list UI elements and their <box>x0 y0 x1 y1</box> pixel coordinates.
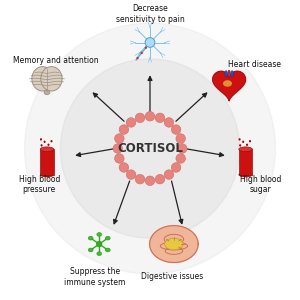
Ellipse shape <box>32 67 53 91</box>
Circle shape <box>145 46 147 49</box>
Text: Heart disease: Heart disease <box>228 60 280 69</box>
Circle shape <box>140 52 143 54</box>
Ellipse shape <box>239 172 252 177</box>
Ellipse shape <box>40 138 42 141</box>
Ellipse shape <box>40 172 54 177</box>
Circle shape <box>145 38 155 47</box>
Circle shape <box>126 170 136 179</box>
Ellipse shape <box>239 147 252 152</box>
Ellipse shape <box>88 248 93 252</box>
Circle shape <box>119 125 129 134</box>
Polygon shape <box>150 226 198 262</box>
Circle shape <box>119 163 129 172</box>
FancyBboxPatch shape <box>40 149 54 175</box>
Ellipse shape <box>225 71 227 76</box>
Circle shape <box>155 174 165 184</box>
Ellipse shape <box>88 236 93 240</box>
Ellipse shape <box>40 144 43 147</box>
Circle shape <box>145 176 155 185</box>
Ellipse shape <box>105 248 110 252</box>
Circle shape <box>136 57 139 59</box>
Ellipse shape <box>242 141 244 143</box>
Ellipse shape <box>50 140 52 142</box>
Ellipse shape <box>228 70 230 75</box>
Circle shape <box>115 134 124 143</box>
Ellipse shape <box>231 71 233 76</box>
Ellipse shape <box>97 252 102 256</box>
Circle shape <box>135 174 145 184</box>
Ellipse shape <box>249 140 251 142</box>
Ellipse shape <box>238 138 241 141</box>
Ellipse shape <box>165 238 183 250</box>
Circle shape <box>171 125 181 134</box>
Text: Decrease
sensitivity to pain: Decrease sensitivity to pain <box>116 4 184 24</box>
Circle shape <box>164 170 174 179</box>
Circle shape <box>164 118 174 127</box>
Polygon shape <box>213 71 246 101</box>
Text: CORTISOL: CORTISOL <box>117 142 183 155</box>
Ellipse shape <box>105 236 110 240</box>
Ellipse shape <box>40 147 54 152</box>
Ellipse shape <box>223 80 232 87</box>
Ellipse shape <box>97 232 102 236</box>
Circle shape <box>115 154 124 163</box>
Circle shape <box>113 144 122 153</box>
Circle shape <box>126 118 136 127</box>
Circle shape <box>178 144 187 153</box>
Text: Suppress the
immune system: Suppress the immune system <box>64 267 125 286</box>
Circle shape <box>155 113 165 123</box>
Circle shape <box>176 154 185 163</box>
Circle shape <box>145 112 155 121</box>
Ellipse shape <box>41 67 62 91</box>
Ellipse shape <box>47 144 50 146</box>
Ellipse shape <box>239 144 241 147</box>
Ellipse shape <box>44 141 46 143</box>
Text: Digestive issues: Digestive issues <box>141 272 203 281</box>
FancyBboxPatch shape <box>239 149 252 175</box>
Text: High blood
sugar: High blood sugar <box>240 175 281 194</box>
Circle shape <box>96 241 102 247</box>
Circle shape <box>171 163 181 172</box>
Circle shape <box>176 134 185 143</box>
Circle shape <box>135 113 145 123</box>
Ellipse shape <box>246 144 248 146</box>
Ellipse shape <box>44 90 50 94</box>
Circle shape <box>25 23 275 274</box>
Circle shape <box>60 59 240 238</box>
Text: Memory and attention: Memory and attention <box>13 56 98 65</box>
Text: High blood
pressure: High blood pressure <box>19 175 60 194</box>
